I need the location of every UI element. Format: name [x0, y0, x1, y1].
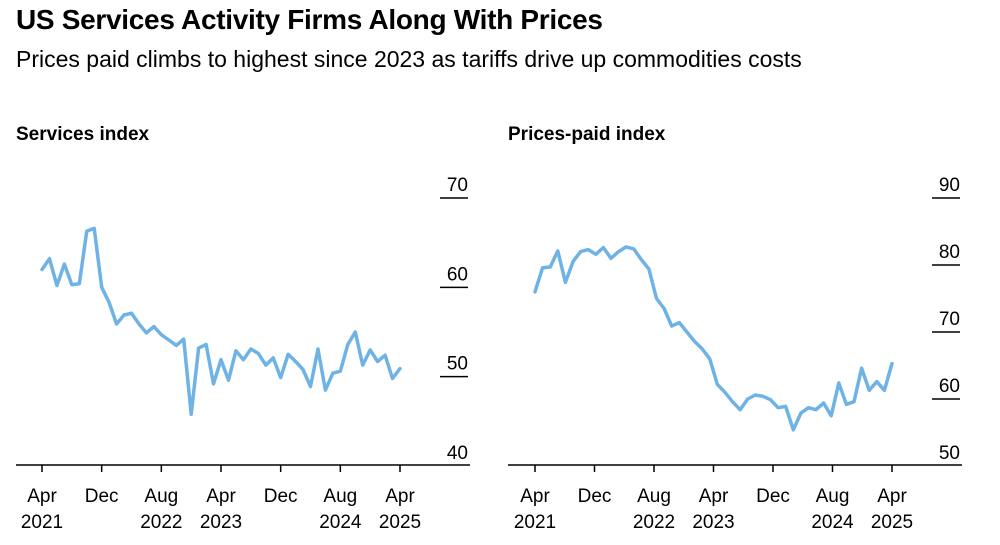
- services-xtick-year: 2024: [319, 512, 362, 533]
- prices-xtick-label: Aug: [816, 486, 850, 507]
- services-ytick-label: 70: [447, 175, 468, 196]
- services-ytick-label: 50: [447, 354, 468, 375]
- prices-xtick-year: 2022: [633, 512, 675, 533]
- services-xtick-year: 2022: [140, 512, 182, 533]
- services-xtick-label: Apr: [206, 486, 236, 507]
- prices-xtick-year: 2023: [692, 512, 734, 533]
- prices-xtick-label: Apr: [699, 486, 729, 507]
- services-xtick-label: Aug: [323, 486, 357, 507]
- prices-panel-title: Prices-paid index: [508, 124, 666, 145]
- prices-ytick-label: 90: [939, 175, 960, 196]
- services-panel-title: Services index: [16, 124, 150, 145]
- prices-xtick-label: Dec: [756, 486, 790, 507]
- prices-ytick-label: 60: [939, 376, 960, 397]
- prices-xtick-label: Aug: [637, 486, 671, 507]
- services-ytick-label: 60: [447, 264, 468, 285]
- services-xtick-label: Dec: [85, 486, 119, 507]
- chart-subtitle: Prices paid climbs to highest since 2023…: [16, 46, 802, 72]
- prices-xtick-year: 2024: [811, 512, 854, 533]
- chart-title: US Services Activity Firms Along With Pr…: [16, 4, 603, 35]
- services-xtick-label: Apr: [27, 486, 57, 507]
- prices-xtick-label: Apr: [520, 486, 550, 507]
- prices-ytick-label: 70: [939, 309, 960, 330]
- prices-ytick-label: 80: [939, 242, 960, 263]
- prices-xtick-label: Apr: [877, 486, 907, 507]
- prices-xtick-year: 2021: [514, 512, 556, 533]
- services-xtick-year: 2025: [379, 512, 421, 533]
- prices-xtick-label: Dec: [578, 486, 612, 507]
- services-xtick-label: Aug: [144, 486, 178, 507]
- prices-xtick-year: 2025: [871, 512, 913, 533]
- services-xtick-label: Dec: [264, 486, 298, 507]
- prices-ytick-label: 50: [939, 443, 960, 464]
- services-series-line: [40, 226, 402, 416]
- prices-series-line: [533, 245, 894, 432]
- services-ytick-label: 40: [447, 443, 468, 464]
- services-xtick-year: 2021: [21, 512, 63, 533]
- services-xtick-label: Apr: [385, 486, 415, 507]
- services-xtick-year: 2023: [200, 512, 242, 533]
